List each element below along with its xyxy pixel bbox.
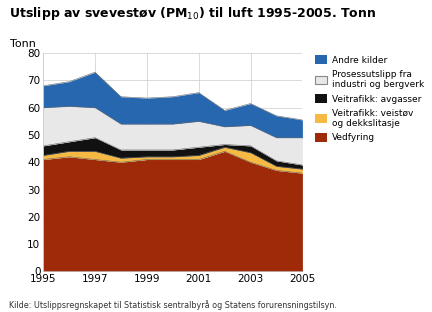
Text: Utslipp av svevestøv (PM$_{10}$) til luft 1995-2005. Tonn: Utslipp av svevestøv (PM$_{10}$) til luf…: [9, 5, 376, 22]
Legend: Andre kilder, Prosessutslipp fra
industri og bergverk, Veitrafikk: avgasser, Vei: Andre kilder, Prosessutslipp fra industr…: [314, 55, 424, 142]
Text: Tonn: Tonn: [10, 39, 35, 49]
Text: Kilde: Utslippsregnskapet til Statistisk sentralbyrå og Statens forurensningstil: Kilde: Utslippsregnskapet til Statistisk…: [9, 300, 337, 310]
